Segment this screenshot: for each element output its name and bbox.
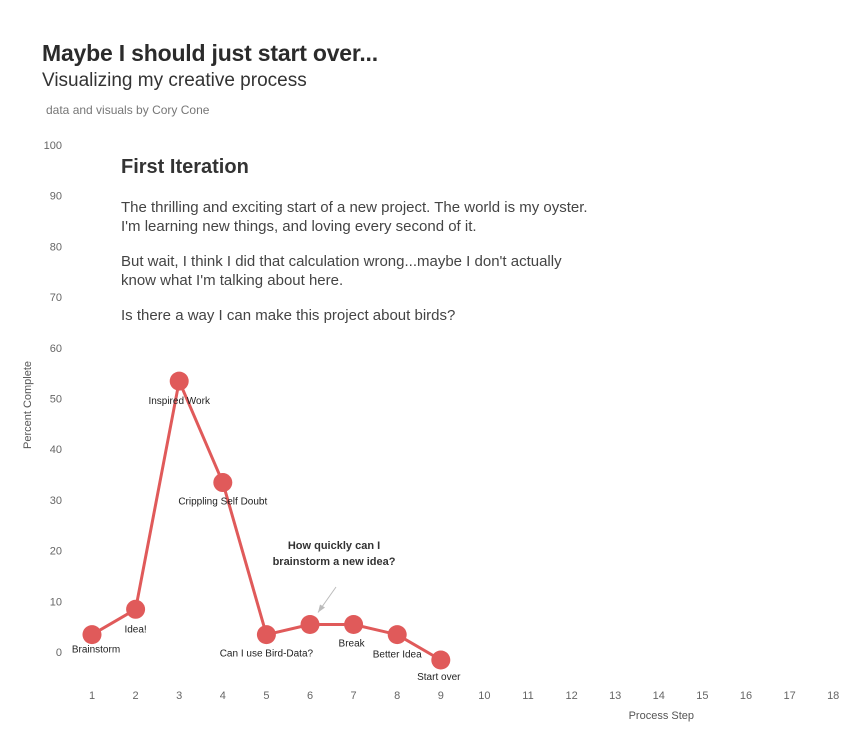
x-axis-title: Process Step	[629, 710, 694, 722]
y-tick-label: 40	[50, 444, 62, 456]
y-axis-title: Percent Complete	[22, 361, 34, 449]
data-point	[82, 625, 102, 645]
panel-paragraph-3: Is there a way I can make this project a…	[121, 307, 456, 324]
x-tick-label: 16	[740, 690, 752, 702]
panel-paragraph-1: The thrilling and exciting start of a ne…	[121, 199, 588, 235]
data-point	[256, 625, 276, 645]
credit-line: data and visuals by Cory Cone	[46, 103, 210, 117]
annotation-text: How quickly can I	[288, 540, 380, 552]
x-tick-label: 9	[438, 690, 444, 702]
x-tick-label: 8	[394, 690, 400, 702]
point-label: Crippling Self Doubt	[178, 497, 267, 508]
point-label: Break	[339, 639, 366, 650]
x-tick-label: 18	[827, 690, 839, 702]
point-label: Start over	[417, 672, 461, 683]
y-tick-label: 90	[50, 191, 62, 203]
y-tick-label: 10	[50, 596, 62, 608]
x-tick-label: 4	[220, 690, 226, 702]
y-tick-label: 80	[50, 241, 62, 253]
chart-subtitle: Visualizing my creative process	[42, 70, 307, 91]
x-tick-label: 6	[307, 690, 313, 702]
point-label: Idea!	[124, 624, 146, 635]
y-tick-label: 50	[50, 394, 62, 406]
data-point	[431, 650, 451, 670]
x-tick-label: 15	[696, 690, 708, 702]
x-tick-label: 1	[89, 690, 95, 702]
x-tick-label: 5	[263, 690, 269, 702]
x-tick-label: 12	[565, 690, 577, 702]
data-point	[169, 371, 189, 391]
x-tick-label: 2	[133, 690, 139, 702]
y-tick-label: 70	[50, 292, 62, 304]
panel-heading: First Iteration	[121, 156, 249, 178]
chart-title: Maybe I should just start over...	[42, 40, 378, 66]
data-point	[344, 615, 364, 635]
point-label: Inspired Work	[148, 396, 211, 407]
data-point	[387, 625, 407, 645]
annotation-text: brainstorm a new idea?	[273, 556, 396, 568]
x-tick-label: 14	[653, 690, 665, 702]
point-label: Better Idea	[373, 650, 422, 661]
series-line	[91, 379, 442, 662]
x-tick-label: 10	[478, 690, 490, 702]
x-tick-label: 3	[176, 690, 182, 702]
data-point	[213, 473, 233, 493]
x-tick-label: 17	[783, 690, 795, 702]
annotation-arrow-head	[318, 604, 325, 613]
x-tick-label: 11	[522, 690, 533, 702]
data-point	[300, 615, 320, 635]
x-tick-label: 13	[609, 690, 621, 702]
y-tick-label: 60	[50, 343, 62, 355]
point-label: Brainstorm	[72, 645, 120, 656]
y-tick-label: 0	[56, 647, 62, 659]
y-tick-label: 30	[50, 495, 62, 507]
point-label: Can I use Bird-Data?	[220, 649, 314, 660]
panel-paragraph-2: But wait, I think I did that calculation…	[121, 253, 562, 289]
x-tick-label: 7	[351, 690, 357, 702]
data-point	[126, 599, 146, 619]
y-tick-label: 100	[44, 140, 62, 152]
y-tick-label: 20	[50, 546, 62, 558]
